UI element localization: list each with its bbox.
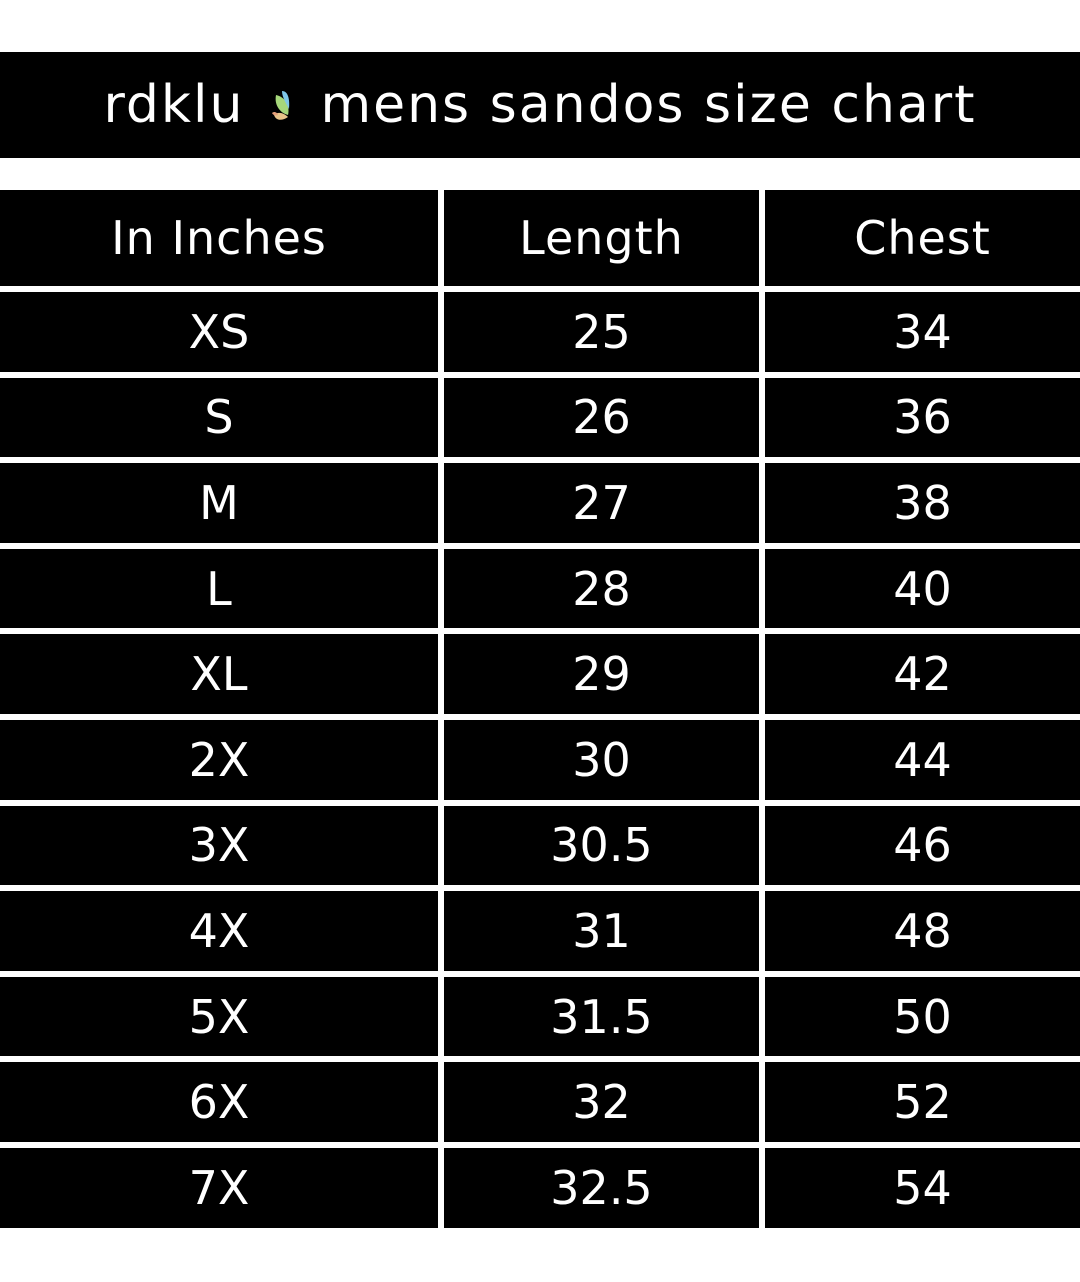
size-table: In Inches Length Chest XS 25 34 S 26 36 M 27 38 L 28 4…: [0, 190, 1080, 1228]
cell-length: 30.5: [444, 805, 759, 886]
cell-length: 32: [444, 1062, 759, 1142]
cell-length: 25: [444, 292, 759, 372]
cell-chest: 52: [765, 1062, 1080, 1142]
cell-length: 29: [444, 634, 759, 714]
cell-chest: 42: [765, 634, 1080, 714]
cell-size: 6X: [0, 1062, 438, 1142]
cell-length: 26: [444, 377, 759, 458]
chart-title: rdklu mens sandos size chart: [0, 52, 1080, 158]
cell-size: S: [0, 377, 438, 458]
cell-size: L: [0, 548, 438, 629]
cell-chest: 44: [765, 719, 1080, 800]
cell-length: 32.5: [444, 1147, 759, 1228]
cell-chest: 38: [765, 463, 1080, 543]
cell-length: 31: [444, 891, 759, 971]
cell-chest: 40: [765, 548, 1080, 629]
cell-chest: 48: [765, 891, 1080, 971]
cell-chest: 34: [765, 292, 1080, 372]
cell-size: 2X: [0, 719, 438, 800]
cell-size: 7X: [0, 1147, 438, 1228]
cell-size: XS: [0, 292, 438, 372]
cell-chest: 46: [765, 805, 1080, 886]
cell-length: 28: [444, 548, 759, 629]
cell-chest: 36: [765, 377, 1080, 458]
cell-chest: 54: [765, 1147, 1080, 1228]
header-length: Length: [444, 190, 759, 286]
header-chest: Chest: [765, 190, 1080, 286]
cell-size: M: [0, 463, 438, 543]
cell-length: 30: [444, 719, 759, 800]
cell-length: 27: [444, 463, 759, 543]
cell-size: 4X: [0, 891, 438, 971]
header-size: In Inches: [0, 190, 438, 286]
brand-name: rdklu: [103, 75, 245, 135]
cell-chest: 50: [765, 976, 1080, 1057]
cell-size: XL: [0, 634, 438, 714]
cell-length: 31.5: [444, 976, 759, 1057]
butterfly-logo-icon: [272, 91, 290, 120]
cell-size: 5X: [0, 976, 438, 1057]
cell-size: 3X: [0, 805, 438, 886]
title-text: mens sandos size chart: [320, 75, 977, 135]
